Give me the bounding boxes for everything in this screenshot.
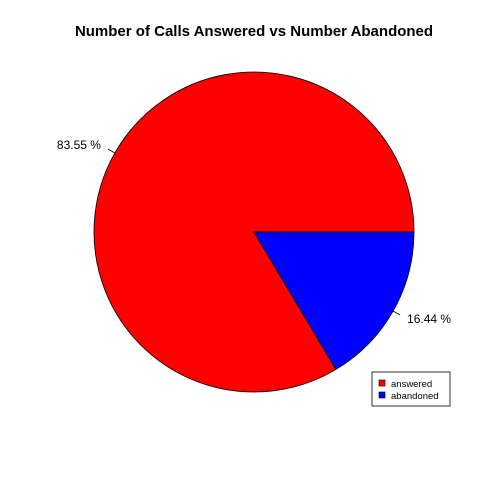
legend-swatch-abandoned xyxy=(378,391,386,399)
slice-label-abandoned: 16.44 % xyxy=(407,312,451,326)
slice-label-tick-abandoned xyxy=(392,310,401,316)
pie-slices xyxy=(93,71,415,393)
legend-swatch-answered xyxy=(378,379,386,387)
pie-slice-abandoned xyxy=(253,231,415,370)
legend-box xyxy=(371,371,451,407)
slice-labels: 83.55 % 16.44 % xyxy=(57,138,451,326)
slice-label-tick-answered xyxy=(107,148,116,154)
legend-label-abandoned: abandoned xyxy=(391,391,439,402)
legend-label-answered: answered xyxy=(391,379,432,390)
chart-title: Number of Calls Answered vs Number Aband… xyxy=(75,23,433,40)
slice-label-answered: 83.55 % xyxy=(57,138,101,152)
